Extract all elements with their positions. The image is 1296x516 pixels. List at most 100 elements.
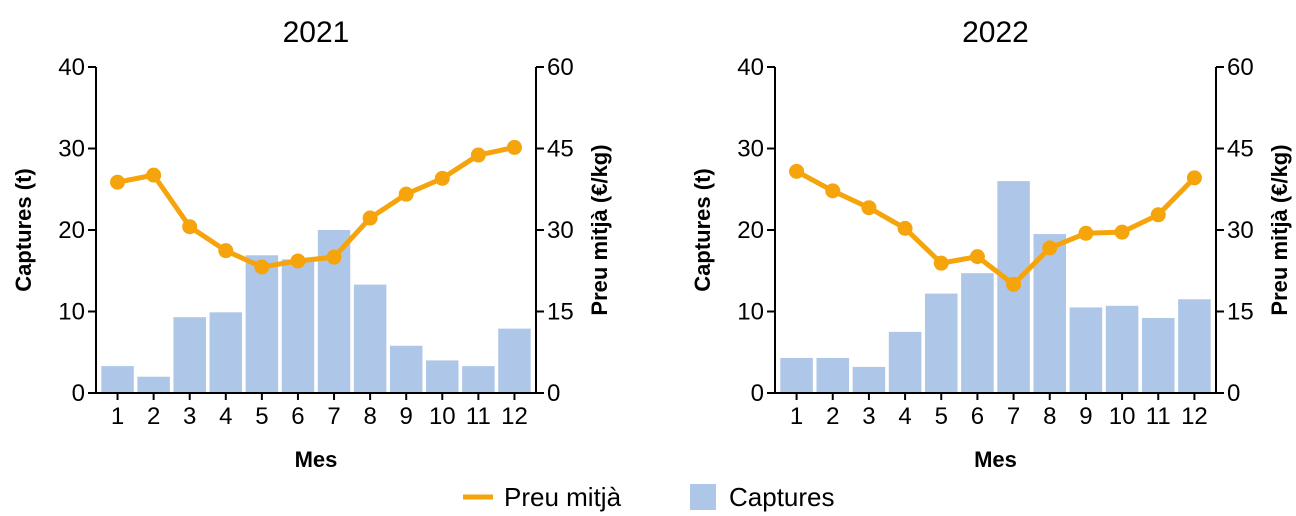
point-preu-mitja-2 — [146, 167, 162, 183]
y-tick-label-left: 0 — [751, 380, 764, 407]
x-tick-label: 1 — [790, 403, 803, 430]
legend-line-label: Preu mitjà — [504, 482, 622, 512]
y-tick-label-right: 0 — [1227, 380, 1240, 407]
x-tick-label: 3 — [183, 403, 196, 430]
y-tick-label-left: 30 — [737, 136, 764, 163]
x-tick-label: 6 — [971, 403, 984, 430]
x-tick-label: 2 — [147, 403, 160, 430]
bar-captures-3 — [852, 366, 886, 393]
point-preu-mitja-5 — [933, 255, 949, 271]
line-preu-mitja — [795, 169, 1197, 287]
point-preu-mitja-11 — [470, 147, 486, 163]
chart-title: 2021 — [283, 16, 350, 49]
y-tick-label-right: 0 — [547, 380, 560, 407]
y-tick-label-right: 60 — [1227, 54, 1254, 81]
x-tick-label: 12 — [1181, 403, 1208, 430]
y-axis-label-left: Captures (t) — [690, 168, 715, 291]
x-tick-label: 11 — [1146, 403, 1171, 430]
x-tick-label: 7 — [1007, 403, 1020, 430]
point-preu-mitja-4 — [218, 243, 234, 259]
bar-captures-8 — [353, 284, 387, 393]
legend: Preu mitjà Captures — [463, 482, 835, 512]
y-tick-label-left: 10 — [58, 299, 85, 326]
y-tick-label-right: 30 — [547, 217, 574, 244]
x-tick-label: 11 — [466, 403, 491, 430]
x-tick-label: 10 — [1109, 403, 1136, 430]
point-preu-mitja-6 — [969, 249, 985, 265]
y-tick-label-left: 20 — [737, 217, 764, 244]
bar-captures-6 — [961, 273, 994, 393]
y-tick-label-left: 30 — [58, 136, 85, 163]
x-tick-label: 5 — [255, 403, 268, 430]
bar-captures-9 — [1069, 307, 1103, 393]
y-tick-label-right: 60 — [547, 54, 574, 81]
y-tick-label-left: 40 — [737, 54, 764, 81]
bar-captures-3 — [173, 317, 206, 393]
x-tick-label: 8 — [363, 403, 376, 430]
x-tick-label: 9 — [400, 403, 413, 430]
y-tick-label-right: 45 — [547, 136, 574, 163]
x-tick-label: 9 — [1079, 403, 1092, 430]
bar-captures-2 — [137, 376, 170, 393]
point-preu-mitja-7 — [1006, 276, 1022, 292]
point-preu-mitja-8 — [362, 210, 378, 226]
point-preu-mitja-11 — [1150, 207, 1166, 223]
bar-captures-1 — [101, 366, 134, 393]
point-preu-mitja-4 — [897, 220, 913, 236]
y-axis-label-left: Captures (t) — [11, 168, 36, 291]
legend-bar-label: Captures — [729, 482, 835, 512]
chart-title: 2022 — [962, 16, 1029, 49]
legend-bar-swatch — [690, 484, 716, 510]
bar-captures-9 — [389, 345, 423, 393]
bar-captures-4 — [888, 331, 922, 394]
line-preu-mitja — [117, 144, 515, 270]
bar-captures-11 — [1141, 318, 1175, 393]
y-axis-label-right: Preu mitjà (€/kg) — [1267, 144, 1292, 315]
y-tick-label-left: 0 — [72, 380, 85, 407]
x-tick-label: 4 — [898, 403, 911, 430]
bar-captures-12 — [498, 328, 531, 393]
point-preu-mitja-8 — [1042, 240, 1058, 256]
x-tick-label: 2 — [826, 403, 839, 430]
point-preu-mitja-1 — [110, 174, 126, 190]
bar-captures-10 — [1105, 305, 1139, 393]
point-preu-mitja-3 — [182, 219, 198, 235]
point-preu-mitja-10 — [1114, 224, 1130, 240]
bar-captures-5 — [924, 293, 958, 393]
x-tick-label: 10 — [429, 403, 456, 430]
y-tick-label-left: 20 — [58, 217, 85, 244]
x-tick-label: 7 — [327, 403, 340, 430]
x-tick-label: 1 — [111, 403, 124, 430]
y-axis-label-right: Preu mitjà (€/kg) — [587, 144, 612, 315]
x-tick-label: 12 — [501, 403, 528, 430]
x-tick-label: 6 — [291, 403, 304, 430]
bar-captures-10 — [426, 360, 459, 393]
x-tick-label: 8 — [1043, 403, 1056, 430]
point-preu-mitja-2 — [825, 183, 841, 199]
y-tick-label-left: 10 — [737, 299, 764, 326]
point-preu-mitja-1 — [789, 163, 805, 179]
y-tick-label-right: 15 — [547, 299, 574, 326]
y-tick-label-right: 15 — [1227, 299, 1254, 326]
point-preu-mitja-3 — [861, 200, 877, 216]
x-tick-label: 3 — [862, 403, 875, 430]
point-preu-mitja-9 — [398, 186, 414, 202]
bar-captures-4 — [209, 312, 243, 393]
x-axis-label: Mes — [295, 447, 338, 472]
bar-captures-11 — [462, 366, 495, 393]
point-preu-mitja-6 — [290, 253, 306, 269]
y-tick-label-left: 40 — [58, 54, 85, 81]
x-tick-label: 5 — [935, 403, 948, 430]
point-preu-mitja-12 — [506, 139, 522, 155]
point-preu-mitja-7 — [326, 249, 342, 265]
bar-captures-1 — [780, 357, 813, 393]
point-preu-mitja-12 — [1186, 170, 1202, 186]
bar-captures-5 — [245, 255, 279, 393]
x-tick-label: 4 — [219, 403, 232, 430]
point-preu-mitja-5 — [254, 259, 270, 275]
y-tick-label-right: 30 — [1227, 217, 1254, 244]
y-tick-label-right: 45 — [1227, 136, 1254, 163]
